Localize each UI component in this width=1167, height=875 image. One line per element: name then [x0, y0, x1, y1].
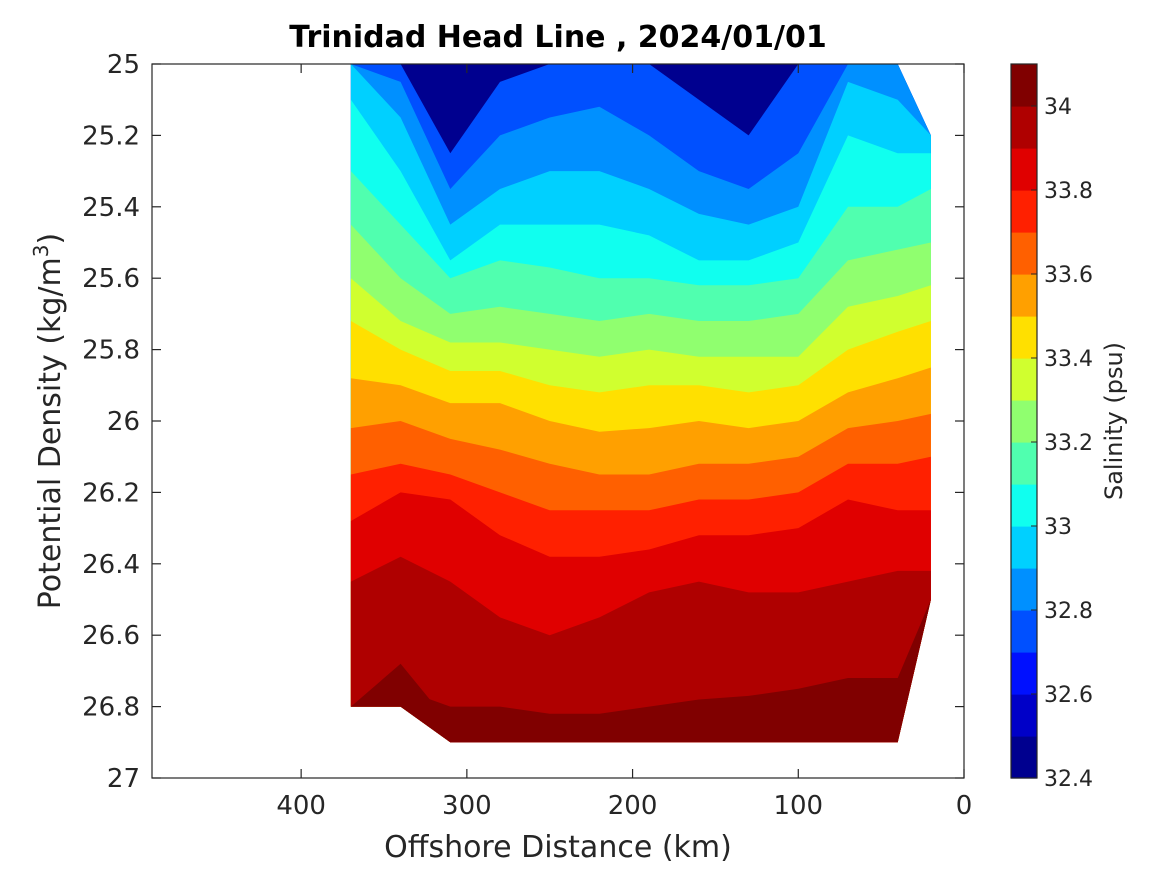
colorbar-swatch: [1011, 484, 1037, 527]
colorbar-swatch: [1011, 442, 1037, 485]
colorbar-swatch: [1011, 358, 1037, 401]
colorbar-swatch: [1011, 694, 1037, 737]
colorbar-label: Salinity (psu): [1100, 342, 1128, 500]
chart-title: Trinidad Head Line , 2024/01/01: [289, 20, 826, 55]
y-axis-label-close: ): [33, 233, 68, 245]
y-tick-label: 26.4: [82, 550, 140, 580]
x-tick-label: 0: [956, 791, 973, 821]
colorbar-swatch: [1011, 316, 1037, 359]
y-tick-label: 25.4: [82, 193, 140, 223]
y-tick-label: 26: [107, 407, 140, 437]
contour-layers: [350, 64, 931, 743]
y-axis-label-superscript: 3: [29, 244, 53, 257]
x-tick-label: 200: [608, 791, 658, 821]
y-axis-label: Potential Density (kg/m3): [29, 233, 68, 609]
colorbar-swatch: [1011, 232, 1037, 275]
colorbar-tick-label: 32.4: [1044, 767, 1093, 792]
colorbar-swatch: [1011, 64, 1037, 107]
x-tick-label: 300: [442, 791, 492, 821]
colorbar-swatch: [1011, 190, 1037, 233]
colorbar-tick-label: 32.8: [1044, 599, 1093, 624]
y-tick-label: 25.8: [82, 336, 140, 366]
x-tick-label: 400: [276, 791, 326, 821]
x-axis-label: Offshore Distance (km): [384, 830, 732, 865]
colorbar-tick-label: 33.6: [1044, 263, 1093, 288]
colorbar-tick-label: 33.4: [1044, 347, 1093, 372]
colorbar-swatch: [1011, 274, 1037, 317]
colorbar-swatch: [1011, 106, 1037, 149]
colorbar-swatch: [1011, 526, 1037, 569]
colorbar-tick-label: 33: [1044, 515, 1072, 540]
y-tick-label: 26.8: [82, 693, 140, 723]
y-tick-label: 26.2: [82, 478, 140, 508]
x-tick-label: 100: [773, 791, 823, 821]
colorbar-swatch: [1011, 400, 1037, 443]
colorbar-swatch: [1011, 736, 1037, 779]
y-axis-ticks: 25 25.2 25.4 25.6 25.8 26 26.2 26.4 26.6 26.8 27: [82, 50, 964, 794]
colorbar-swatch: [1011, 148, 1037, 191]
colorbar-swatch: [1011, 610, 1037, 653]
colorbar-ticks: 32.4 32.6 32.8 33 33.2 33.4 33.6 33.8 34: [1031, 95, 1093, 792]
colorbar-swatch: [1011, 568, 1037, 611]
colorbar-tick-label: 33.8: [1044, 179, 1093, 204]
x-axis-ticks: 400 300 200 100 0: [276, 64, 972, 821]
contour-fill-34: [350, 599, 931, 743]
y-tick-label: 25.2: [82, 121, 140, 151]
y-tick-label: 25: [107, 50, 140, 80]
y-tick-label: 26.6: [82, 621, 140, 651]
y-axis-label-main: Potential Density (kg/m: [33, 257, 68, 609]
colorbar-frame: [1010, 63, 1038, 779]
colorbar: [1011, 64, 1037, 779]
colorbar-tick-label: 32.6: [1044, 683, 1093, 708]
colorbar-swatch: [1011, 652, 1037, 695]
colorbar-tick-label: 34: [1044, 95, 1072, 120]
colorbar-tick-label: 33.2: [1044, 431, 1093, 456]
y-tick-label: 27: [107, 764, 140, 794]
y-tick-label: 25.6: [82, 264, 140, 294]
